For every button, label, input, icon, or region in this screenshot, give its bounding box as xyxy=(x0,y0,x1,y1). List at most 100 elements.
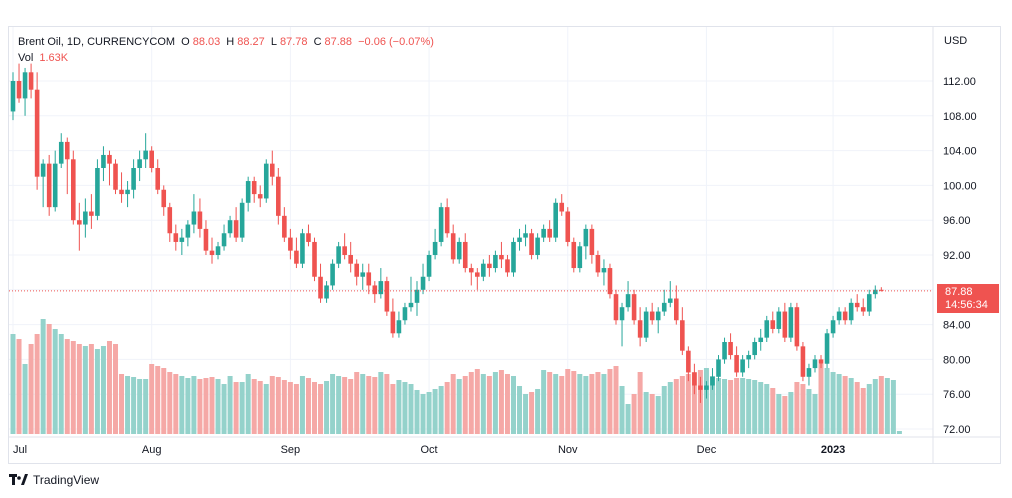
candle-body xyxy=(848,302,854,321)
volume-bar xyxy=(462,376,468,434)
candle-body xyxy=(655,311,661,321)
y-tick-label: 92.00 xyxy=(943,250,971,262)
candle-body xyxy=(493,255,498,269)
high-label: H xyxy=(226,36,235,48)
candle-body xyxy=(824,333,830,364)
volume-bar xyxy=(498,370,504,434)
candle-body xyxy=(698,385,703,390)
volume-bar xyxy=(239,382,245,434)
candle-body xyxy=(631,294,637,321)
volume-bar xyxy=(529,392,535,434)
candle-body xyxy=(812,359,818,369)
volume-bar xyxy=(830,372,836,434)
candle-body xyxy=(866,294,872,312)
volume-bar xyxy=(119,374,125,434)
candle-body xyxy=(40,163,46,177)
volume-bar xyxy=(336,376,342,434)
volume-bar xyxy=(185,378,191,434)
tradingview-logo[interactable]: TradingView xyxy=(9,471,99,489)
low-value: 87.78 xyxy=(279,36,308,48)
candle-body xyxy=(728,342,733,356)
candle-body xyxy=(16,81,22,99)
candle-body xyxy=(649,311,655,321)
volume-bar xyxy=(16,339,22,434)
volume-bar xyxy=(866,384,872,434)
volume-bar xyxy=(679,376,685,434)
candle-body xyxy=(860,307,866,312)
candle-body xyxy=(674,298,679,321)
candle-body xyxy=(191,211,197,225)
volume-bar xyxy=(312,382,317,434)
candle-body xyxy=(282,215,287,238)
volume-bar xyxy=(396,380,402,434)
volume-bar xyxy=(896,431,902,434)
chart-frame[interactable] xyxy=(8,26,1001,464)
y-tick-label: 76.00 xyxy=(943,389,971,401)
volume-bar xyxy=(468,372,474,434)
candle-body xyxy=(28,72,34,90)
volume-bar xyxy=(709,376,715,434)
volume-bar xyxy=(275,377,281,434)
candle-body xyxy=(113,163,118,190)
candle-body xyxy=(559,202,565,212)
volume-bar xyxy=(860,388,866,434)
last-price-badge: 87.88 14:56:34 xyxy=(937,284,999,313)
volume-bar xyxy=(348,379,354,434)
candle-body xyxy=(203,228,209,251)
candle-body xyxy=(77,220,82,225)
volume-bar xyxy=(553,374,559,434)
candle-body xyxy=(788,307,794,338)
volume-bar xyxy=(776,394,782,434)
volume-bar xyxy=(402,382,408,434)
candle-body xyxy=(577,246,583,269)
candle-body xyxy=(161,189,167,208)
tradingview-logo-icon xyxy=(9,474,28,485)
volume-bar xyxy=(601,374,607,434)
candle-body xyxy=(95,168,100,216)
x-tick-label: Dec xyxy=(697,444,717,456)
volume-bar xyxy=(673,379,679,434)
volume-bar xyxy=(113,344,119,434)
candle-body xyxy=(625,294,631,308)
candle-body xyxy=(197,211,203,229)
volume-bar xyxy=(474,369,480,434)
volume-bar xyxy=(257,381,263,434)
candle-body xyxy=(396,320,402,334)
y-tick-label: 104.00 xyxy=(943,146,977,158)
candle-body xyxy=(414,289,420,303)
x-tick-label: Aug xyxy=(142,444,162,456)
candle-body xyxy=(89,211,94,216)
candle-body xyxy=(257,194,263,199)
candle-body xyxy=(734,355,739,373)
volume-bar xyxy=(613,366,619,434)
high-value: 88.27 xyxy=(237,36,265,48)
currency-label: USD xyxy=(944,35,967,47)
volume-bar xyxy=(728,380,734,434)
y-tick-label: 100.00 xyxy=(943,180,977,192)
candle-body xyxy=(692,372,697,386)
volume-bar xyxy=(209,377,215,434)
volume-bar xyxy=(691,372,697,434)
volume-bar xyxy=(221,384,227,434)
candle-body xyxy=(131,168,136,190)
volume-bar xyxy=(70,341,76,434)
volume-bar xyxy=(197,379,203,434)
volume-bar xyxy=(52,329,58,434)
candle-body xyxy=(227,220,233,234)
candle-body xyxy=(300,233,305,264)
low-label: L xyxy=(270,36,277,48)
change-value: −0.06 (−0.07%) xyxy=(358,36,434,48)
candle-body xyxy=(444,207,450,234)
candle-body xyxy=(475,272,480,277)
candle-body xyxy=(402,307,408,321)
candle-body xyxy=(185,224,191,238)
candle-body xyxy=(613,294,619,321)
candle-body xyxy=(752,342,757,356)
candle-body xyxy=(462,241,468,269)
candle-body xyxy=(360,272,366,277)
candle-body xyxy=(619,307,625,321)
candle-body xyxy=(854,302,860,308)
volume-bar xyxy=(571,371,577,434)
volume-bar xyxy=(88,344,94,434)
